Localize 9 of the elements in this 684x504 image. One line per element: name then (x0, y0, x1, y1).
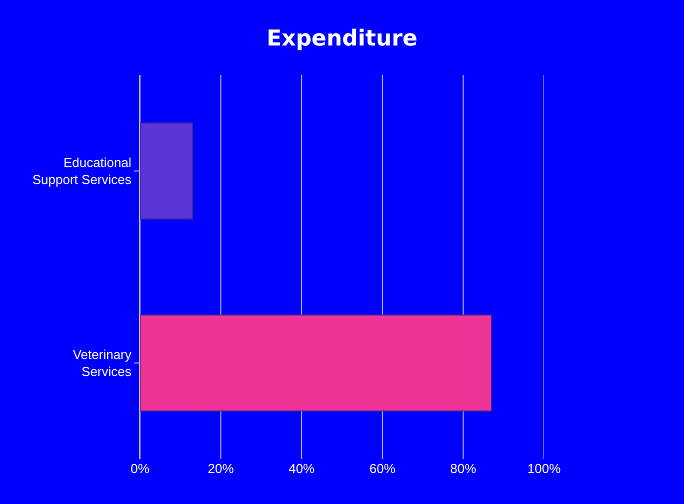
x-tick-label: 60% (369, 461, 396, 476)
x-tick-label: 0% (130, 461, 150, 476)
x-tick-label: 80% (450, 461, 477, 476)
x-tick-label: 20% (208, 461, 234, 476)
x-tick-label: 40% (288, 461, 316, 476)
x-tick-label: 100% (527, 461, 562, 476)
chart-title: Expenditure (266, 26, 418, 52)
y-tick-label: Educational Support Services (32, 155, 132, 187)
y-tick-label: Veterinary Services (72, 347, 132, 379)
